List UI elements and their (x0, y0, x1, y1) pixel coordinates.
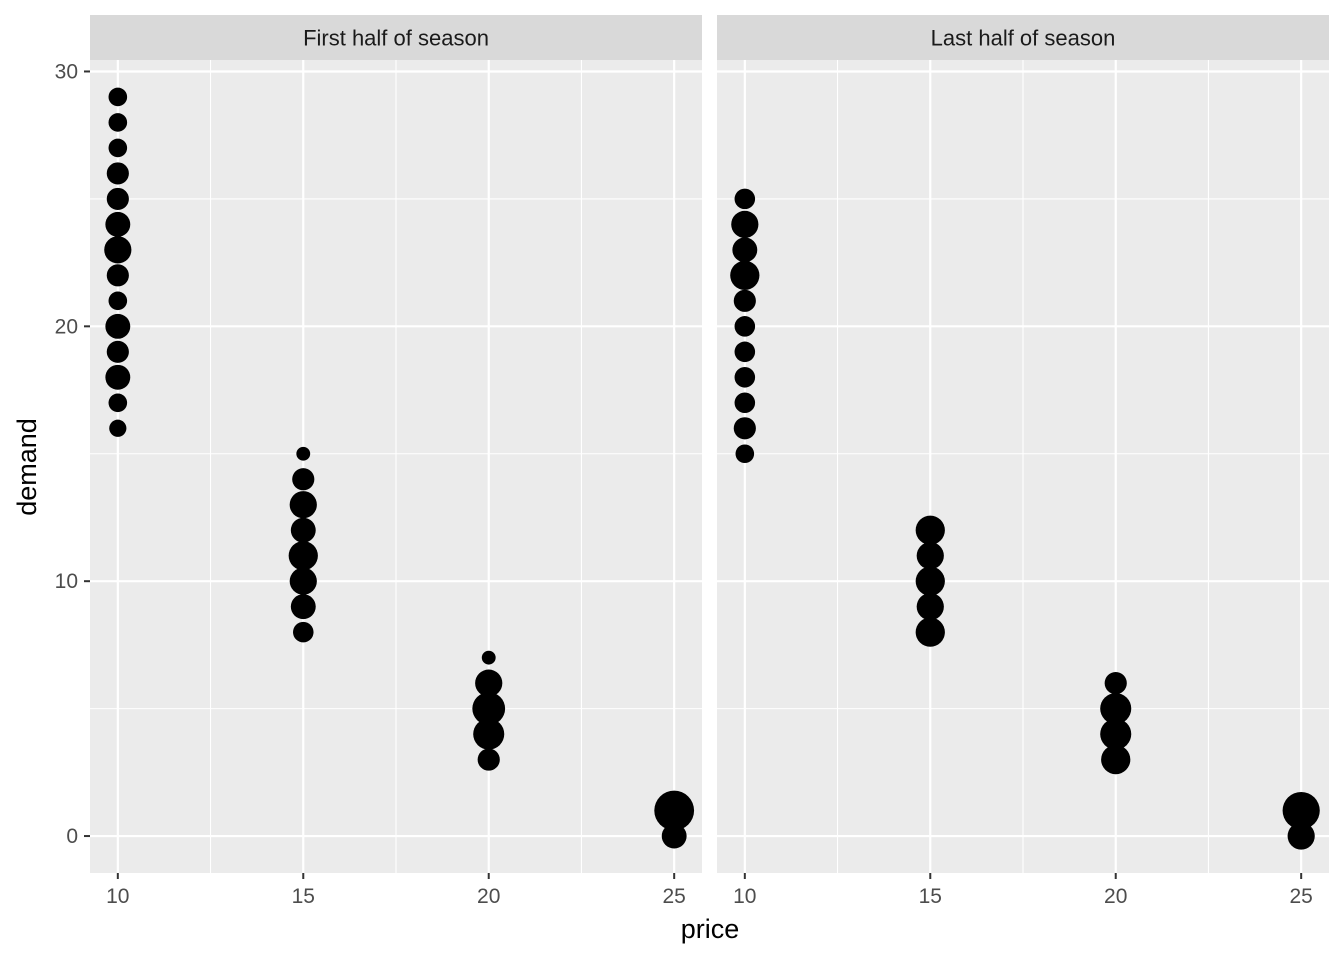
data-point (730, 260, 760, 290)
data-point (108, 113, 128, 132)
data-point (293, 621, 314, 643)
x-tick-label: 10 (733, 885, 756, 908)
data-point (734, 341, 756, 363)
y-tick-label: 20 (55, 315, 78, 338)
data-point (106, 187, 129, 210)
data-point (1104, 672, 1127, 695)
data-point (733, 289, 756, 312)
data-point (734, 367, 756, 388)
x-tick-label: 10 (106, 885, 129, 908)
data-point (733, 417, 756, 440)
data-point (473, 718, 505, 750)
x-tick-label: 20 (477, 885, 500, 908)
x-axis-title: price (681, 914, 740, 944)
data-point (292, 468, 315, 491)
data-point (108, 87, 128, 107)
facet-panel-1: First half of season 10 15 20 25 (90, 15, 702, 908)
facet-strip (717, 15, 1329, 60)
data-point (734, 316, 756, 337)
data-point (106, 264, 129, 287)
data-point (108, 291, 128, 311)
facet-strip (90, 15, 702, 60)
data-point (661, 823, 687, 849)
data-point (732, 237, 758, 263)
data-point (106, 340, 129, 363)
data-point (734, 188, 756, 210)
data-point (654, 790, 695, 831)
data-point (735, 444, 755, 464)
data-point (105, 211, 131, 237)
y-tick-label: 10 (55, 570, 78, 593)
data-point (290, 517, 316, 543)
y-axis: 0 10 20 30 (55, 60, 90, 848)
data-point (915, 617, 945, 647)
facet-strip-label: Last half of season (931, 26, 1116, 51)
data-point (734, 392, 756, 414)
data-point (296, 446, 311, 461)
y-axis-title: demand (12, 418, 42, 516)
data-point (105, 313, 131, 339)
data-point (475, 669, 503, 697)
data-point (289, 491, 317, 519)
data-point (916, 542, 944, 570)
x-tick-label: 15 (919, 885, 942, 908)
data-point (481, 650, 496, 665)
data-point (289, 567, 317, 595)
data-point (109, 419, 127, 437)
x-tick-label: 25 (1290, 885, 1313, 908)
y-tick-label: 0 (66, 825, 78, 848)
x-tick-label: 15 (292, 885, 315, 908)
y-tick-label: 30 (55, 60, 78, 83)
data-point (1282, 791, 1320, 830)
data-point (916, 593, 944, 621)
data-point (1100, 693, 1132, 725)
data-point (731, 210, 759, 238)
data-point (477, 748, 500, 771)
x-tick-label: 20 (1104, 885, 1127, 908)
data-point (108, 138, 128, 158)
data-point (106, 162, 129, 185)
data-point (288, 541, 318, 571)
x-tick-label: 25 (663, 885, 686, 908)
data-point (1101, 744, 1131, 775)
facet-strip-label: First half of season (303, 26, 489, 51)
data-point (915, 566, 945, 596)
data-point (915, 515, 945, 545)
data-point (105, 364, 131, 390)
data-point (108, 393, 128, 413)
facet-panel-2: Last half of season 10 15 20 25 (717, 15, 1329, 908)
data-point (1287, 822, 1315, 850)
data-point (104, 236, 132, 264)
data-point (1100, 718, 1132, 750)
data-point (472, 692, 506, 725)
data-point (290, 594, 316, 620)
